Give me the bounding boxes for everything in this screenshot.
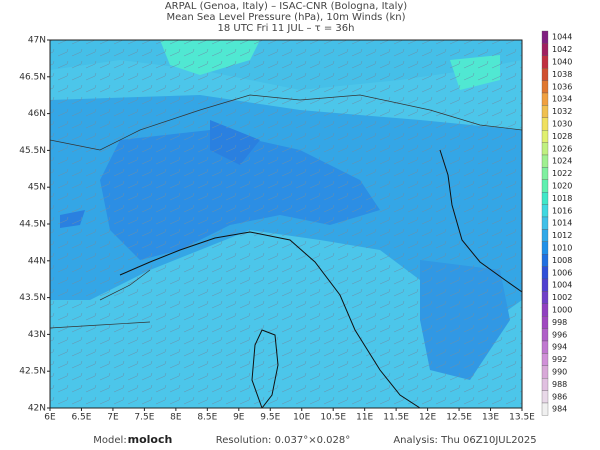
colorbar-swatch	[541, 241, 549, 255]
colorbar-label: 1016	[552, 206, 572, 215]
colorbar-swatch	[541, 229, 549, 242]
lat-label: 45.5N	[19, 146, 46, 156]
colorbar-label: 1010	[552, 244, 572, 253]
colorbar-label: 1024	[552, 157, 572, 166]
colorbar-label: 1014	[552, 219, 572, 228]
colorbar-label: 1026	[552, 144, 572, 153]
header-line: Mean Sea Level Pressure (hPa), 10m Winds…	[167, 12, 406, 23]
lon-label: 12E	[419, 413, 436, 423]
lon-label: 7.5E	[134, 413, 154, 423]
colorbar-label: 1018	[552, 194, 572, 203]
colorbar-label: 1036	[552, 82, 572, 91]
lon-label: 6E	[44, 413, 56, 423]
footer-analysis: Analysis: Thu 06Z10JUL2025	[393, 435, 536, 446]
colorbar-label: 1032	[552, 107, 572, 116]
lon-label: 8E	[170, 413, 182, 423]
colorbar-swatch	[541, 266, 549, 280]
colorbar-label: 1012	[552, 231, 572, 240]
colorbar-swatch	[541, 30, 549, 44]
colorbar-swatch	[541, 105, 549, 118]
colorbar-swatch	[541, 390, 549, 404]
colorbar-label: 1040	[552, 58, 572, 67]
lon-label: 11E	[356, 413, 373, 423]
colorbar-swatch	[541, 216, 549, 230]
colorbar-label: 1020	[552, 182, 572, 191]
lat-label: 46N	[28, 109, 46, 119]
lon-label: 6.5E	[71, 413, 91, 423]
colorbar-swatch	[541, 154, 549, 168]
colorbar-swatch	[541, 402, 549, 416]
lat-label: 42N	[28, 404, 46, 414]
colorbar-swatch	[541, 142, 549, 156]
colorbar-label: 1042	[552, 45, 572, 54]
colorbar-swatch	[541, 192, 549, 205]
lon-label: 11.5E	[383, 413, 409, 423]
colorbar-label: 994	[552, 343, 567, 352]
header-line: ARPAL (Genoa, Italy) – ISAC-CNR (Bologna…	[165, 1, 407, 12]
lat-label: 42.5N	[19, 367, 46, 377]
colorbar-label: 1006	[552, 268, 572, 277]
colorbar-swatch	[541, 328, 549, 342]
lon-label: 13E	[482, 413, 499, 423]
lat-label: 47N	[28, 36, 46, 46]
lat-label: 43.5N	[19, 293, 46, 303]
colorbar-swatch	[541, 353, 549, 366]
colorbar-swatch	[541, 179, 549, 193]
colorbar-label: 1004	[552, 281, 572, 290]
colorbar-label: 1002	[552, 293, 572, 302]
map-field	[50, 40, 522, 408]
colorbar-swatch	[541, 204, 549, 218]
colorbar-label: 986	[552, 392, 567, 401]
colorbar-swatch	[541, 316, 549, 329]
colorbar-swatch	[541, 130, 549, 143]
colorbar-label: 1038	[552, 70, 572, 79]
colorbar-swatch	[541, 68, 549, 81]
colorbar-label: 1034	[552, 95, 572, 104]
lon-label: 9E	[233, 413, 245, 423]
lon-label: 9.5E	[260, 413, 280, 423]
lon-label: 10.5E	[320, 413, 346, 423]
header-line: 18 UTC Fri 11 JUL – τ = 36h	[218, 23, 355, 34]
colorbar-label: 1030	[552, 120, 572, 129]
colorbar-swatch	[541, 43, 549, 56]
colorbar-label: 984	[552, 405, 567, 414]
colorbar-swatch	[541, 254, 549, 267]
colorbar-swatch	[541, 378, 549, 391]
colorbar-swatch	[541, 92, 549, 106]
lon-label: 7E	[107, 413, 119, 423]
colorbar-label: 1008	[552, 256, 572, 265]
lat-label: 46.5N	[19, 72, 46, 82]
colorbar-label: 1044	[552, 33, 572, 42]
colorbar-label: 990	[552, 368, 567, 377]
lat-label: 44N	[28, 256, 46, 266]
lon-label: 13.5E	[509, 413, 535, 423]
lon-label: 12.5E	[446, 413, 472, 423]
footer-model-label: Model:	[93, 435, 126, 446]
footer-model: moloch	[128, 433, 173, 446]
colorbar-swatch	[541, 365, 549, 379]
colorbar-swatch	[541, 340, 549, 354]
colorbar-swatch	[541, 167, 549, 180]
lat-label: 44.5N	[19, 220, 46, 230]
lat-label: 43N	[28, 330, 46, 340]
footer-resolution: Resolution: 0.037°×0.028°	[216, 435, 350, 446]
colorbar-swatch	[541, 55, 549, 69]
colorbar-label: 996	[552, 330, 567, 339]
colorbar-label: 1028	[552, 132, 572, 141]
colorbar-label: 992	[552, 355, 567, 364]
colorbar-label: 1022	[552, 169, 572, 178]
colorbar-swatch	[541, 278, 549, 292]
lon-label: 8.5E	[197, 413, 217, 423]
colorbar-swatch	[541, 117, 549, 131]
lat-label: 45N	[28, 183, 46, 193]
colorbar-label: 988	[552, 380, 567, 389]
colorbar-swatch	[541, 303, 549, 317]
colorbar-label: 1000	[552, 306, 572, 315]
colorbar-swatch	[541, 80, 549, 94]
lon-label: 10E	[293, 413, 310, 423]
colorbar-label: 998	[552, 318, 567, 327]
colorbar-swatch	[541, 291, 549, 304]
